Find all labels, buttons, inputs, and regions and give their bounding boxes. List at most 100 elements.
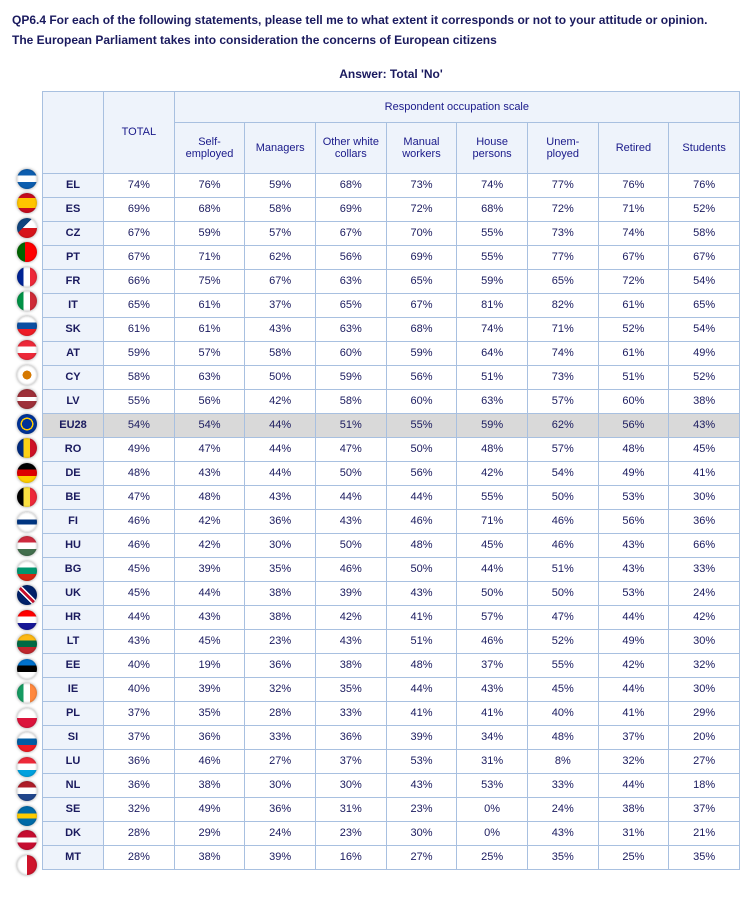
cell-value: 55% [457, 245, 528, 269]
cell-value: 8% [527, 749, 598, 773]
cell-value: 52% [527, 629, 598, 653]
table-row: SE32%49%36%31%23%0%24%38%37% [43, 797, 740, 821]
total-value: 58% [104, 365, 175, 389]
table-row: LU36%46%27%37%53%31%8%32%27% [43, 749, 740, 773]
cell-value: 0% [457, 821, 528, 845]
flag-icon [17, 414, 37, 434]
flag-icon [17, 487, 37, 507]
column-header: Housepersons [457, 122, 528, 173]
country-code: UK [43, 581, 104, 605]
country-code: EL [43, 173, 104, 197]
cell-value: 67% [598, 245, 669, 269]
cell-value: 54% [174, 413, 245, 437]
table-row: LT43%45%23%43%51%46%52%49%30% [43, 629, 740, 653]
country-code: LU [43, 749, 104, 773]
cell-value: 73% [527, 221, 598, 245]
cell-value: 51% [315, 413, 386, 437]
cell-value: 39% [245, 845, 316, 869]
total-value: 37% [104, 725, 175, 749]
cell-value: 35% [669, 845, 740, 869]
cell-value: 65% [315, 293, 386, 317]
total-value: 32% [104, 797, 175, 821]
cell-value: 19% [174, 653, 245, 677]
cell-value: 77% [527, 173, 598, 197]
cell-value: 33% [669, 557, 740, 581]
total-value: 49% [104, 437, 175, 461]
total-value: 67% [104, 221, 175, 245]
cell-value: 58% [245, 341, 316, 365]
cell-value: 29% [174, 821, 245, 845]
cell-value: 51% [386, 629, 457, 653]
cell-value: 55% [457, 221, 528, 245]
cell-value: 59% [457, 269, 528, 293]
cell-value: 38% [245, 605, 316, 629]
cell-value: 46% [457, 629, 528, 653]
cell-value: 47% [315, 437, 386, 461]
cell-value: 67% [669, 245, 740, 269]
cell-value: 32% [245, 677, 316, 701]
cell-value: 71% [457, 509, 528, 533]
cell-value: 31% [598, 821, 669, 845]
total-value: 46% [104, 533, 175, 557]
cell-value: 44% [386, 485, 457, 509]
cell-value: 38% [669, 389, 740, 413]
cell-value: 39% [174, 677, 245, 701]
cell-value: 42% [598, 653, 669, 677]
cell-value: 44% [598, 773, 669, 797]
table-row: CZ67%59%57%67%70%55%73%74%58% [43, 221, 740, 245]
table-row: CY58%63%50%59%56%51%73%51%52% [43, 365, 740, 389]
cell-value: 61% [598, 341, 669, 365]
total-value: 47% [104, 485, 175, 509]
country-code: SE [43, 797, 104, 821]
cell-value: 50% [386, 557, 457, 581]
cell-value: 56% [598, 509, 669, 533]
cell-value: 48% [386, 533, 457, 557]
cell-value: 41% [457, 701, 528, 725]
question-text: QP6.4 For each of the following statemen… [12, 12, 740, 29]
cell-value: 30% [669, 629, 740, 653]
cell-value: 57% [245, 221, 316, 245]
table-row: UK45%44%38%39%43%50%50%53%24% [43, 581, 740, 605]
cell-value: 24% [669, 581, 740, 605]
total-value: 66% [104, 269, 175, 293]
cell-value: 50% [457, 581, 528, 605]
country-code: BE [43, 485, 104, 509]
table-row: NL36%38%30%30%43%53%33%44%18% [43, 773, 740, 797]
cell-value: 62% [527, 413, 598, 437]
flag-icon [17, 438, 37, 458]
cell-value: 33% [527, 773, 598, 797]
cell-value: 43% [386, 773, 457, 797]
country-code: DE [43, 461, 104, 485]
cell-value: 43% [457, 677, 528, 701]
column-header: Manualworkers [386, 122, 457, 173]
cell-value: 41% [669, 461, 740, 485]
cell-value: 36% [174, 725, 245, 749]
cell-value: 59% [245, 173, 316, 197]
cell-value: 38% [174, 845, 245, 869]
cell-value: 55% [386, 413, 457, 437]
cell-value: 31% [315, 797, 386, 821]
cell-value: 65% [386, 269, 457, 293]
total-value: 55% [104, 389, 175, 413]
table-row: BG45%39%35%46%50%44%51%43%33% [43, 557, 740, 581]
total-value: 36% [104, 749, 175, 773]
cell-value: 61% [174, 317, 245, 341]
cell-value: 36% [245, 653, 316, 677]
cell-value: 49% [598, 461, 669, 485]
cell-value: 18% [669, 773, 740, 797]
table-row: HR44%43%38%42%41%57%47%44%42% [43, 605, 740, 629]
cell-value: 43% [245, 485, 316, 509]
cell-value: 56% [174, 389, 245, 413]
table-row: EE40%19%36%38%48%37%55%42%32% [43, 653, 740, 677]
cell-value: 73% [386, 173, 457, 197]
cell-value: 38% [315, 653, 386, 677]
cell-value: 30% [315, 773, 386, 797]
cell-value: 45% [527, 677, 598, 701]
cell-value: 50% [527, 581, 598, 605]
country-code: EE [43, 653, 104, 677]
cell-value: 32% [598, 749, 669, 773]
country-code: IT [43, 293, 104, 317]
total-value: 40% [104, 653, 175, 677]
cell-value: 41% [598, 701, 669, 725]
cell-value: 44% [457, 557, 528, 581]
